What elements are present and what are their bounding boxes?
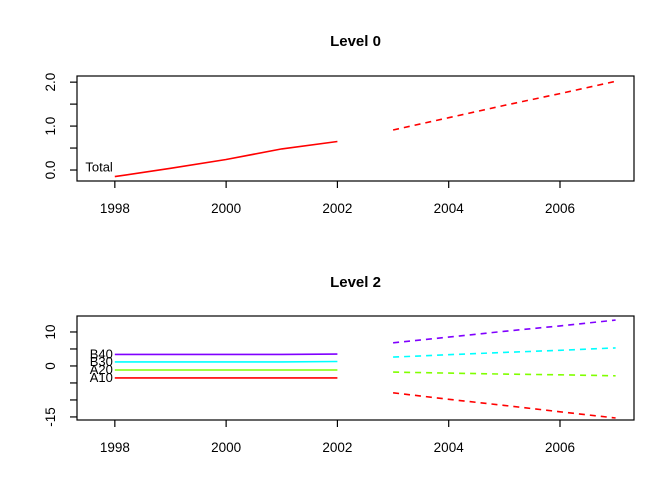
x-tick-label: 2004 [434,201,465,216]
x-tick-label: 2006 [545,440,575,455]
x-tick-label: 2000 [211,201,241,216]
x-tick-label: 2004 [434,440,465,455]
y-tick-label: 10 [43,324,58,339]
series-A10-label: A10 [90,370,113,385]
series-B40-label: B40 [90,346,113,361]
y-tick-label: 0.0 [43,161,58,180]
x-tick-label: 2002 [322,201,352,216]
series-Total-label: Total [85,160,113,175]
x-tick-label: 2002 [322,440,352,455]
y-tick-label: -15 [43,407,58,427]
series-Total-forecast-line [392,80,616,131]
y-tick-label: 2.0 [43,73,58,92]
x-tick-label: 1998 [100,201,130,216]
series-A20-forecast-line [393,371,616,377]
series-B30-forecast-line [393,347,616,358]
y-tick-label: 1.0 [43,117,58,136]
x-tick-label: 2000 [211,440,241,455]
panel-1-box [76,315,635,421]
series-A10-forecast-line [393,392,616,419]
x-tick-label: 2006 [545,201,575,216]
panel-1-title: Level 2 [330,274,381,291]
series-B40-forecast-line [393,319,616,344]
panel-0-box [76,75,635,182]
y-tick-label: 0 [43,362,58,370]
series-Total-history-line [114,140,338,178]
series-B30-label: B30 [90,354,113,369]
panel-0-title: Level 0 [330,33,381,50]
x-tick-label: 1998 [100,440,130,455]
series-A20-label: A20 [90,362,113,377]
